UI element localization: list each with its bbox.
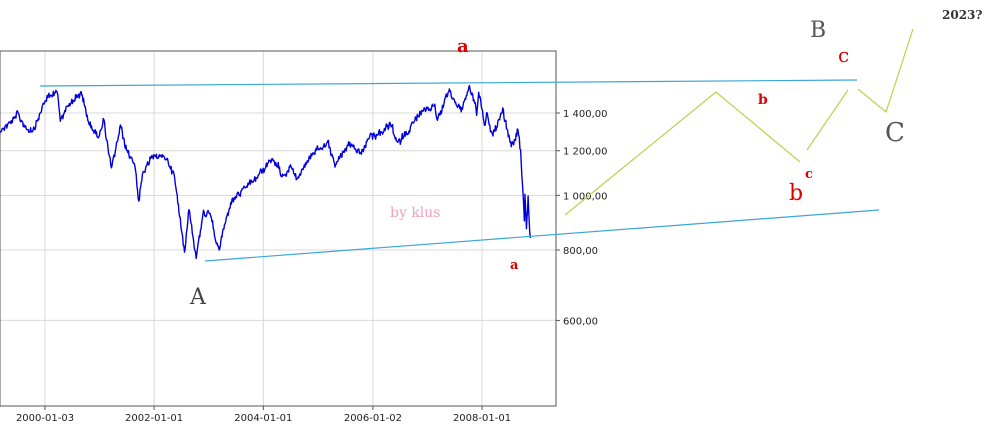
annotation-a-top: a bbox=[457, 36, 469, 57]
watermark-by-klus: by klus bbox=[390, 205, 440, 221]
x-tick-label: 2008-01-01 bbox=[453, 413, 511, 424]
series-layer bbox=[0, 84, 532, 260]
y-tick-label: 800,00 bbox=[563, 246, 598, 257]
x-tick-label: 2000-01-03 bbox=[16, 413, 74, 424]
y-axis: 1 400,00 1 200,00 1 000,00 800,00 600,00 bbox=[556, 109, 608, 327]
y-tick-label: 1 200,00 bbox=[563, 147, 608, 158]
trendline-1 bbox=[204, 209, 880, 262]
series-line-0 bbox=[0, 84, 532, 260]
plot-frame bbox=[0, 50, 557, 407]
annotations: A a a by klus b b c c B C 2023? bbox=[189, 8, 982, 310]
annotation-B-wave: B bbox=[810, 18, 826, 43]
projection-segment-2 bbox=[857, 28, 914, 114]
y-tick-label: 1 400,00 bbox=[563, 109, 608, 120]
annotation-b-small: b bbox=[758, 92, 768, 108]
annotation-A-wave: A bbox=[189, 285, 207, 310]
y-tick-label: 600,00 bbox=[563, 316, 598, 327]
projection-segment-0 bbox=[564, 91, 801, 216]
trendline-0 bbox=[39, 79, 858, 87]
grid bbox=[0, 51, 556, 406]
annotation-a-bottom: a bbox=[510, 258, 519, 273]
x-tick-label: 2006-01-02 bbox=[344, 413, 402, 424]
overlay-layer bbox=[39, 28, 914, 262]
projection-segment-1 bbox=[806, 89, 849, 151]
annotation-c-large: c bbox=[838, 43, 849, 67]
annotation-C-wave: C bbox=[885, 118, 905, 148]
y-tick-label: 1 000,00 bbox=[563, 191, 608, 202]
annotation-c-small: c bbox=[805, 167, 813, 182]
annotation-b-large: b bbox=[789, 181, 803, 206]
x-axis: 2000-01-03 2002-01-01 2004-01-01 2006-01-02… bbox=[16, 406, 511, 424]
annotation-2023: 2023? bbox=[942, 8, 982, 22]
x-tick-label: 2002-01-01 bbox=[125, 413, 183, 424]
x-tick-label: 2004-01-01 bbox=[234, 413, 292, 424]
